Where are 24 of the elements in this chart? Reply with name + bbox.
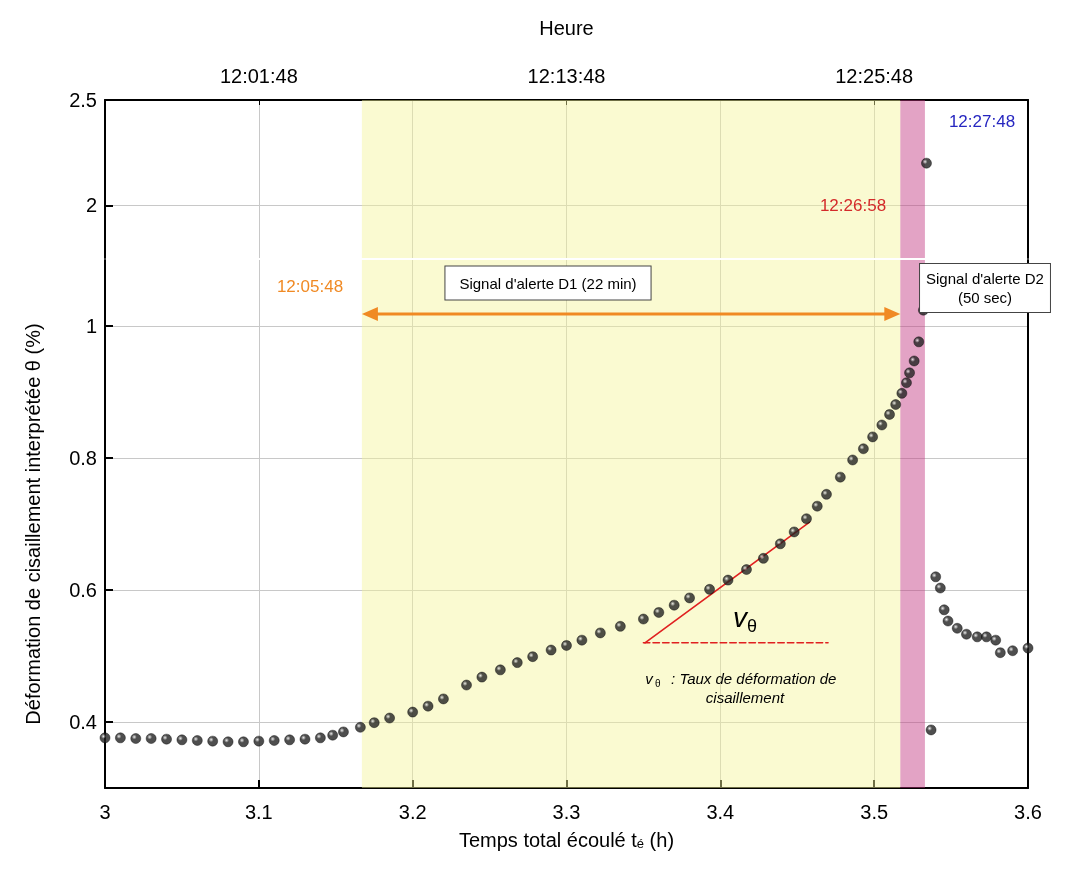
x2-tick-label: 12:25:48 — [835, 65, 914, 87]
annotation: Signal d'alerte D1 (22 min) — [459, 274, 637, 292]
x-tick-label: 3.6 — [1014, 801, 1042, 823]
y-tick-label: 0.4 — [69, 711, 97, 733]
annotation: 12:26:58 — [819, 195, 887, 215]
annotation: Signal d'alerte D2 (50 sec) — [926, 270, 1044, 306]
x2-axis-title: Heure — [539, 17, 594, 39]
x-axis-title: Temps total écoulé té (h) — [458, 829, 675, 851]
annotation: 12:05:48 — [276, 276, 344, 296]
y-axis-title: Déformation de cisaillement interprétée θ (%) — [22, 323, 44, 725]
x-tick-label: 3 — [99, 801, 111, 823]
x-tick-label: 3.4 — [706, 801, 735, 823]
annotation: 12:27:48 — [948, 111, 1016, 131]
y-tick-label: 1 — [85, 315, 97, 337]
x2-tick-label: 12:01:48 — [219, 65, 298, 87]
y-tick-label: 0.8 — [69, 447, 97, 469]
x-tick-label: 3.1 — [244, 801, 273, 823]
y-tick-label: 2 — [85, 194, 97, 217]
x-tick-label: 3.2 — [398, 801, 427, 823]
x-tick-label: 3.3 — [552, 801, 581, 823]
x2-tick-label: 12:13:48 — [527, 65, 606, 87]
y-tick-label: 2.5 — [69, 89, 97, 111]
x-tick-label: 3.5 — [860, 801, 889, 823]
y-tick-label: 0.6 — [69, 579, 97, 601]
